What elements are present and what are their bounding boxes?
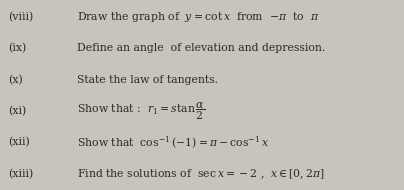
Text: (xii): (xii) xyxy=(8,137,30,148)
Text: (ix): (ix) xyxy=(8,43,26,54)
Text: Find the solutions of  $\sec x = -2$ ,  $x \in [0, 2\pi]$: Find the solutions of $\sec x = -2$ , $x… xyxy=(77,167,324,181)
Text: (xiii): (xiii) xyxy=(8,169,33,179)
Text: (viii): (viii) xyxy=(8,12,33,22)
Text: State the law of tangents.: State the law of tangents. xyxy=(77,75,218,85)
Text: (x): (x) xyxy=(8,75,23,85)
Text: (xi): (xi) xyxy=(8,106,26,116)
Text: Show that :  $r_1 = s\tan\dfrac{\alpha}{2}$: Show that : $r_1 = s\tan\dfrac{\alpha}{2… xyxy=(77,101,205,122)
Text: Show that  $\cos^{-1}(-1) = \pi - \cos^{-1}x$: Show that $\cos^{-1}(-1) = \pi - \cos^{-… xyxy=(77,135,269,150)
Text: Draw the graph of  $y = \cot x$  from  $-\pi$  to  $\pi$: Draw the graph of $y = \cot x$ from $-\p… xyxy=(77,10,319,24)
Text: Define an angle  of elevation and depression.: Define an angle of elevation and depress… xyxy=(77,44,325,53)
